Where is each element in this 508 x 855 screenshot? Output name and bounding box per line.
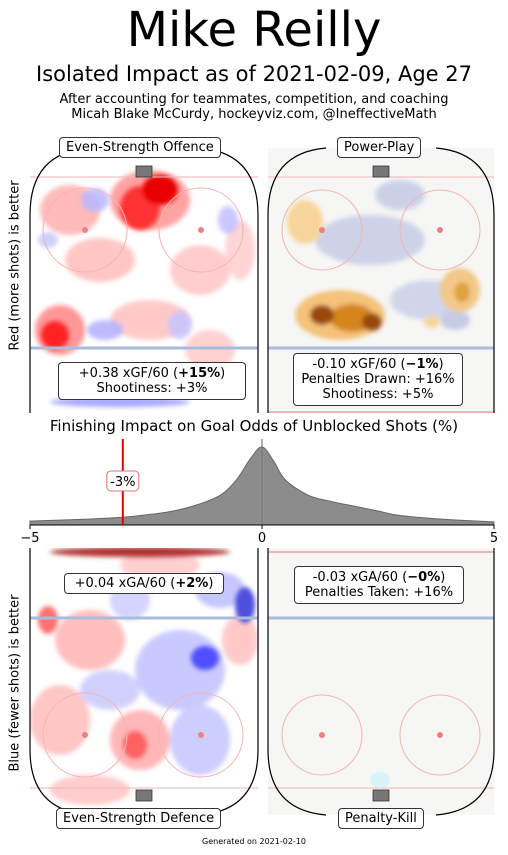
ev-offence-label: Even-Strength Offence [59,137,221,158]
powerplay-shootiness: Shootiness: +5% [322,387,434,402]
penalty-kill-penalties-taken: Penalties Taken: +16% [304,585,454,600]
powerplay-stats: -0.10 xGF/60 (−1%) Penalties Drawn: +16%… [293,353,463,406]
x-tick-label: 0 [258,531,266,546]
ev-defence-label: Even-Strength Defence [56,808,222,829]
page-title: Mike Reilly [126,2,382,58]
penalty-kill-stats: -0.03 xGA/60 (−0%) Penalties Taken: +16% [294,566,464,604]
x-tick-label: −5 [20,531,39,546]
credit-note: Micah Blake McCurdy, hockeyviz.com, @Ine… [71,107,437,122]
generated-footer: Generated on 2021-02-10 [202,837,306,846]
powerplay-xg: -0.10 xGF/60 (−1%) [312,357,444,372]
ev-defence-stats: +0.04 xGA/60 (+2%) [64,573,224,594]
finishing-distribution-chart: −5 0 5 -3% [20,439,498,546]
penalty-kill-label: Penalty-Kill [338,808,424,829]
powerplay-penalties-drawn: Penalties Drawn: +16% [301,372,455,387]
page-subtitle: Isolated Impact as of 2021-02-09, Age 27 [36,62,472,86]
ev-offence-xg: +0.38 xGF/60 (+15%) [78,366,226,381]
ev-offence-stats: +0.38 xGF/60 (+15%) Shootiness: +3% [58,362,246,400]
player-value-box [106,470,140,492]
chart-title: Finishing Impact on Goal Odds of Unblock… [49,417,459,435]
player-value-label: -3% [110,475,135,490]
penalty-kill-xg: -0.03 xGA/60 (−0%) [312,570,446,585]
ev-offence-shootiness: Shootiness: +3% [96,381,208,396]
method-note: After accounting for teammates, competit… [59,92,449,107]
x-tick-label: 5 [490,531,498,546]
powerplay-label: Power-Play [337,137,422,158]
